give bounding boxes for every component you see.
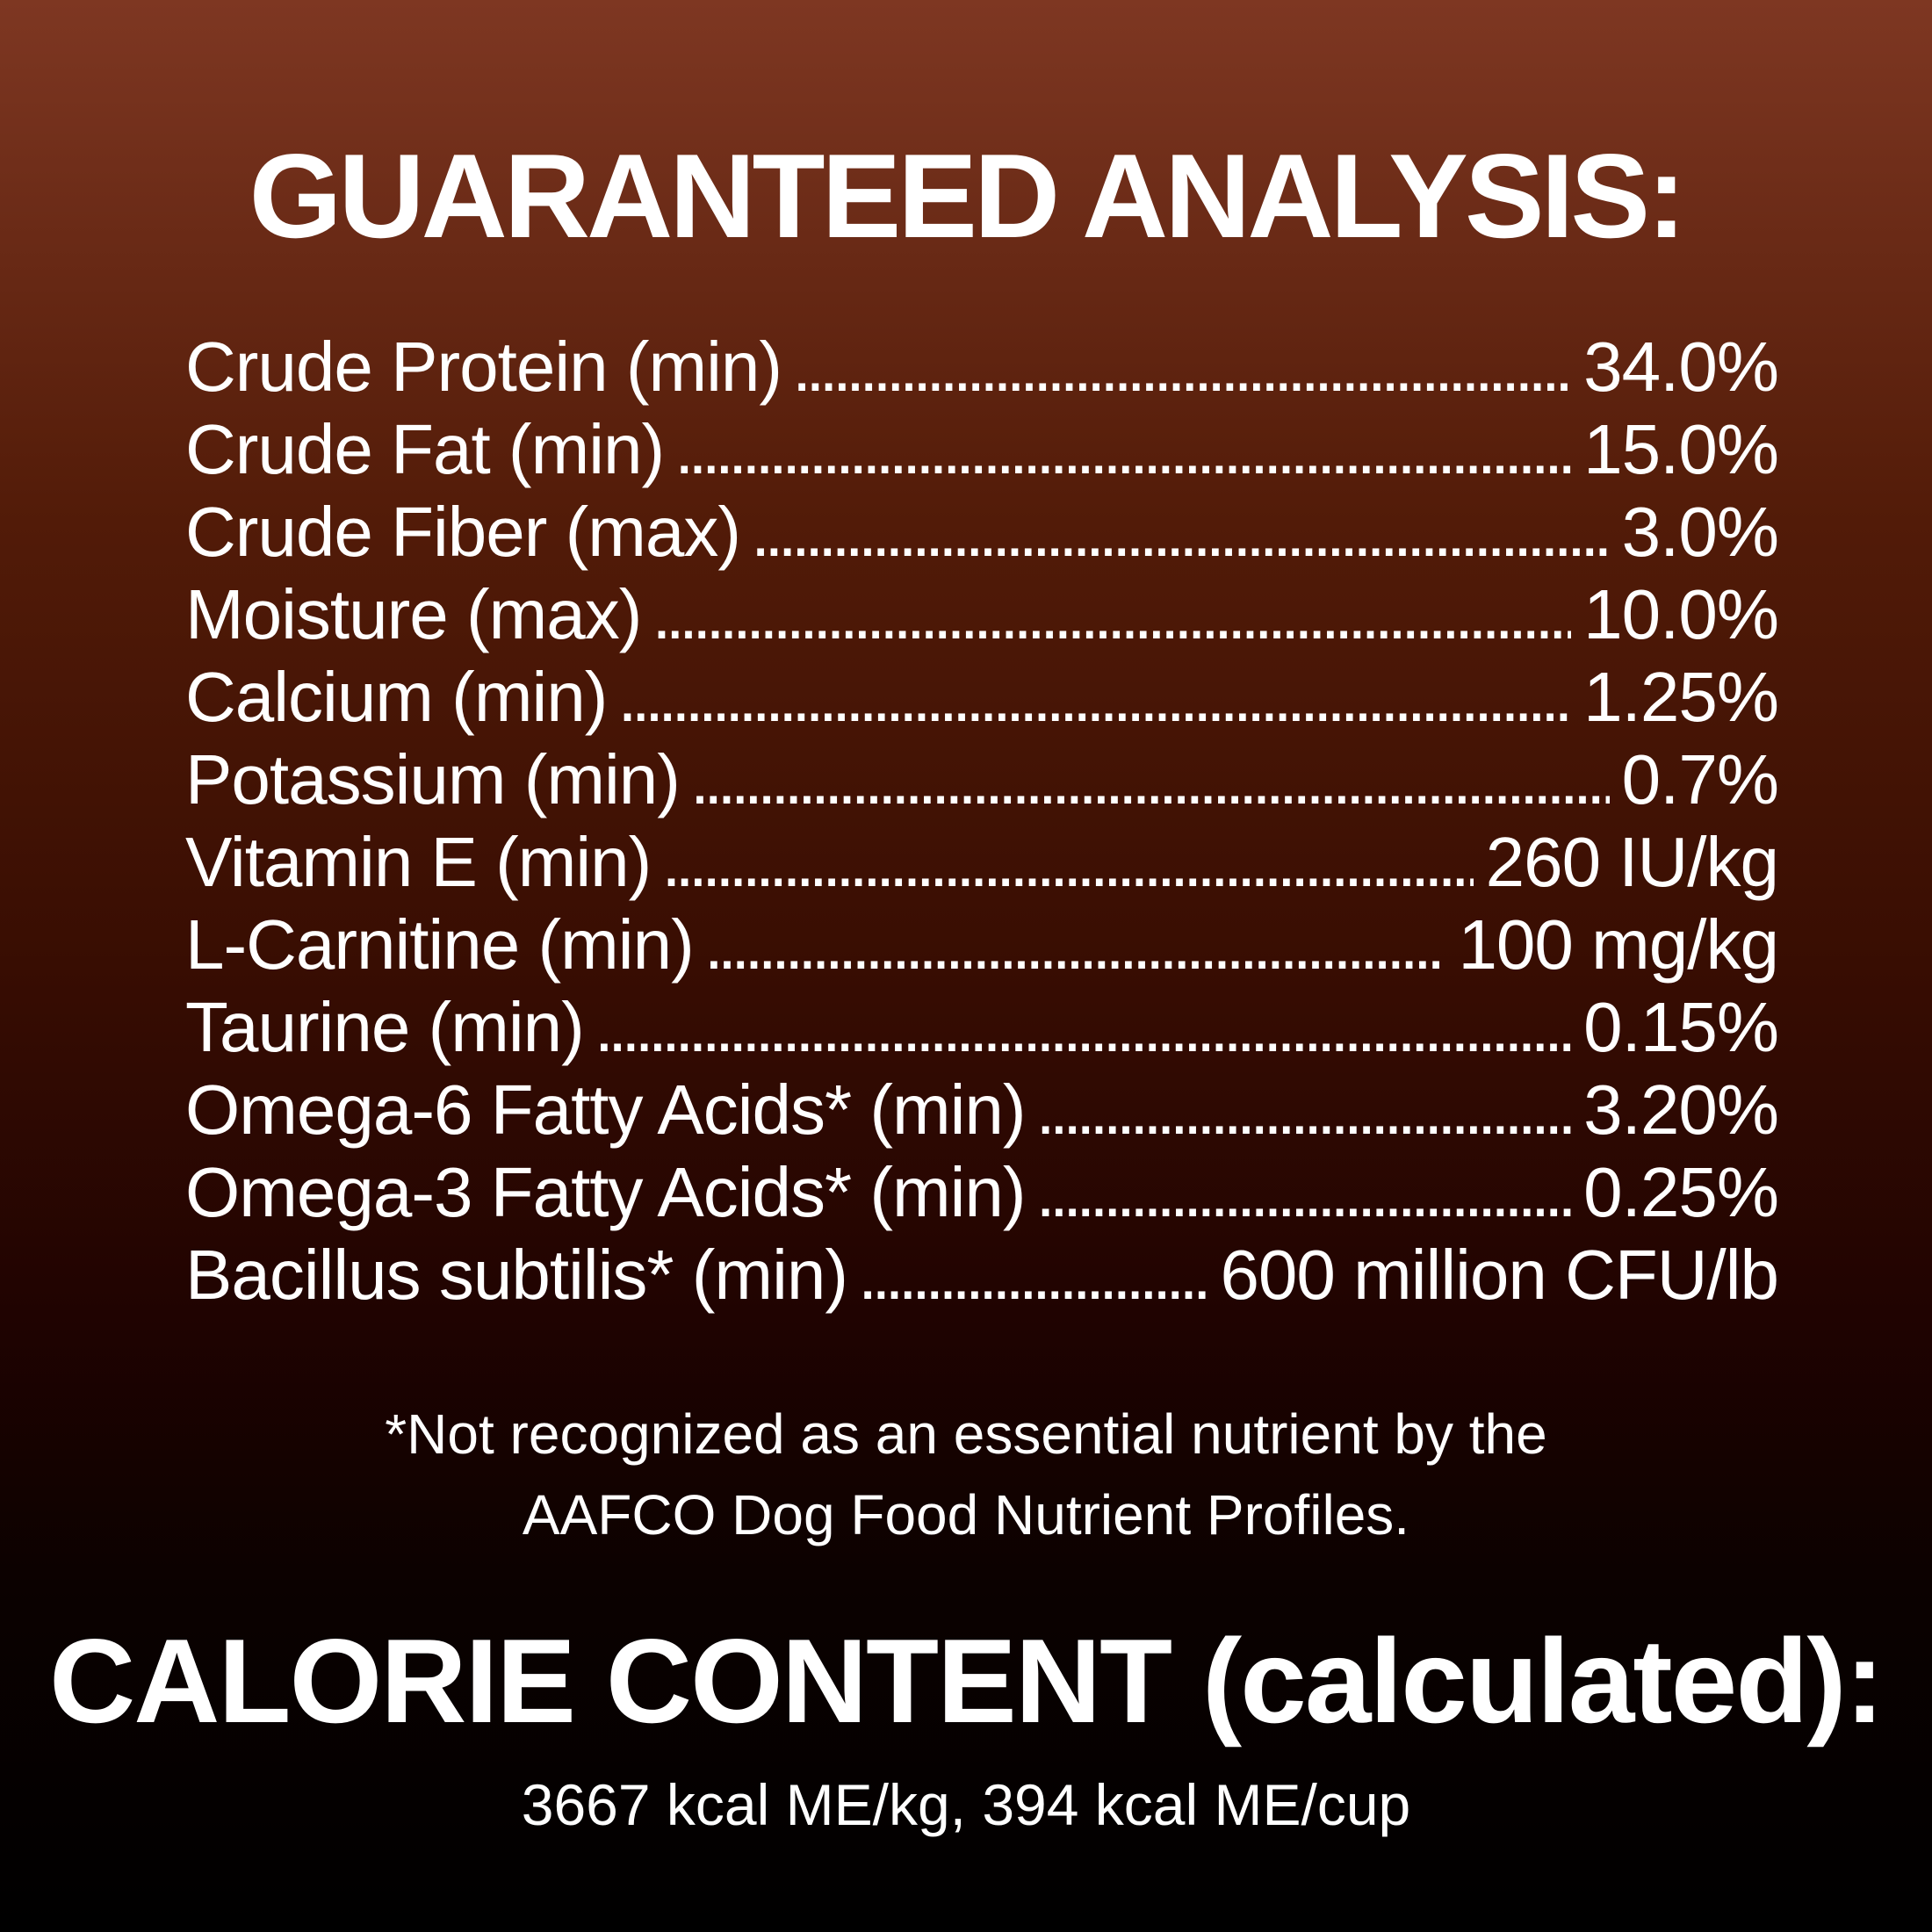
dot-leader: ........................................… bbox=[792, 328, 1572, 406]
analysis-row: Moisture (max) .........................… bbox=[185, 573, 1779, 656]
nutrient-label: Crude Protein (min) bbox=[185, 328, 782, 406]
analysis-row: Crude Protein (min) ....................… bbox=[185, 326, 1779, 408]
nutrient-value: 3.0% bbox=[1621, 493, 1779, 571]
footnote-line2: AAFCO Dog Food Nutrient Profiles. bbox=[522, 1483, 1410, 1546]
page-title: GUARANTEED ANALYSIS: bbox=[249, 129, 1687, 263]
calorie-content-title: CALORIE CONTENT (calculated): bbox=[49, 1614, 1885, 1748]
dot-leader: ........................................… bbox=[751, 493, 1610, 571]
analysis-row: Crude Fiber (max) ......................… bbox=[185, 491, 1779, 573]
nutrient-value: 100 mg/kg bbox=[1458, 905, 1779, 984]
nutrient-value: 260 IU/kg bbox=[1485, 823, 1779, 901]
nutrient-label: Moisture (max) bbox=[185, 575, 642, 653]
dot-leader: ........................................… bbox=[652, 575, 1571, 653]
dot-leader: ........................................… bbox=[1035, 1153, 1572, 1231]
analysis-row: Omega-6 Fatty Acids* (min) .............… bbox=[185, 1069, 1779, 1151]
nutrient-label: Calcium (min) bbox=[185, 658, 608, 736]
analysis-row: Crude Fat (min) ........................… bbox=[185, 408, 1779, 491]
nutrient-label: Crude Fiber (max) bbox=[185, 493, 741, 571]
nutrient-label: Bacillus subtilis* (min) bbox=[185, 1236, 848, 1314]
dot-leader: ........................................… bbox=[857, 1236, 1208, 1314]
analysis-row: Calcium (min) ..........................… bbox=[185, 656, 1779, 739]
nutrient-value: 3.20% bbox=[1583, 1071, 1779, 1149]
dot-leader: ........................................… bbox=[674, 410, 1571, 488]
nutrient-label: Crude Fat (min) bbox=[185, 410, 665, 488]
nutrient-label: Vitamin E (min) bbox=[185, 823, 652, 901]
nutrient-label: L-Carnitine (min) bbox=[185, 905, 695, 984]
footnote: *Not recognized as an essential nutrient… bbox=[0, 1394, 1932, 1555]
dot-leader: ........................................… bbox=[689, 740, 1610, 818]
analysis-row: Taurine (min) ..........................… bbox=[185, 986, 1779, 1069]
nutrient-label: Taurine (min) bbox=[185, 988, 585, 1066]
analysis-row: Bacillus subtilis* (min) ...............… bbox=[185, 1234, 1779, 1316]
nutrient-value: 15.0% bbox=[1583, 410, 1779, 488]
calorie-content-values: 3667 kcal ME/kg, 394 kcal ME/cup bbox=[521, 1772, 1411, 1837]
analysis-table: Crude Protein (min) ....................… bbox=[0, 326, 1932, 1316]
nutrient-value: 34.0% bbox=[1583, 328, 1779, 406]
dot-leader: ........................................… bbox=[594, 988, 1571, 1066]
dot-leader: ........................................… bbox=[703, 905, 1446, 984]
nutrient-value: 600 million CFU/lb bbox=[1220, 1236, 1779, 1314]
nutrient-value: 10.0% bbox=[1583, 575, 1779, 653]
analysis-row: L-Carnitine (min) ......................… bbox=[185, 904, 1779, 986]
nutrient-label: Potassium (min) bbox=[185, 740, 681, 818]
nutrient-label: Omega-3 Fatty Acids* (min) bbox=[185, 1153, 1026, 1231]
analysis-row: Vitamin E (min) ........................… bbox=[185, 821, 1779, 904]
nutrient-label: Omega-6 Fatty Acids* (min) bbox=[185, 1071, 1026, 1149]
dot-leader: ........................................… bbox=[661, 823, 1473, 901]
footnote-line1: *Not recognized as an essential nutrient… bbox=[385, 1402, 1547, 1466]
nutrient-value: 1.25% bbox=[1583, 658, 1779, 736]
nutrient-value: 0.25% bbox=[1583, 1153, 1779, 1231]
analysis-row: Potassium (min) ........................… bbox=[185, 739, 1779, 821]
analysis-row: Omega-3 Fatty Acids* (min) .............… bbox=[185, 1151, 1779, 1234]
nutrient-value: 0.7% bbox=[1621, 740, 1779, 818]
dot-leader: ........................................… bbox=[617, 658, 1571, 736]
nutrient-value: 0.15% bbox=[1583, 988, 1779, 1066]
dot-leader: ........................................… bbox=[1035, 1071, 1572, 1149]
